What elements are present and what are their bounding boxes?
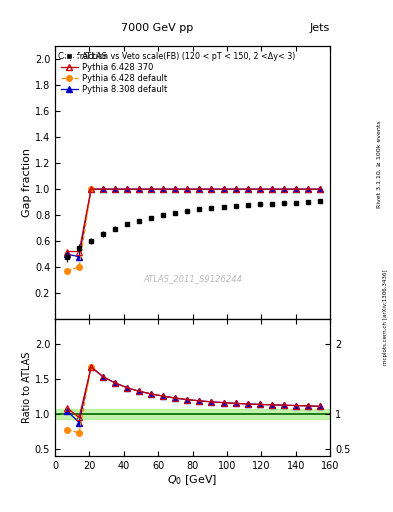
Y-axis label: Gap fraction: Gap fraction	[22, 148, 32, 217]
Text: 7000 GeV pp: 7000 GeV pp	[121, 23, 193, 33]
X-axis label: $Q_{0}$ [GeV]: $Q_{0}$ [GeV]	[167, 473, 218, 487]
Bar	[55, 409, 330, 419]
Text: Gap fraction vs Veto scale(FB) (120 < pT < 150, 2 <Δy< 3): Gap fraction vs Veto scale(FB) (120 < pT…	[58, 52, 295, 60]
Legend: ATLAS, Pythia 6.428 370, Pythia 6.428 default, Pythia 8.308 default: ATLAS, Pythia 6.428 370, Pythia 6.428 de…	[59, 50, 169, 96]
Y-axis label: Ratio to ATLAS: Ratio to ATLAS	[22, 352, 32, 423]
Text: mcplots.cern.ch [arXiv:1306.3436]: mcplots.cern.ch [arXiv:1306.3436]	[384, 270, 388, 365]
Text: ATLAS_2011_S9126244: ATLAS_2011_S9126244	[143, 274, 242, 283]
Text: Jets: Jets	[310, 23, 330, 33]
Text: Rivet 3.1.10, ≥ 100k events: Rivet 3.1.10, ≥ 100k events	[377, 120, 382, 208]
